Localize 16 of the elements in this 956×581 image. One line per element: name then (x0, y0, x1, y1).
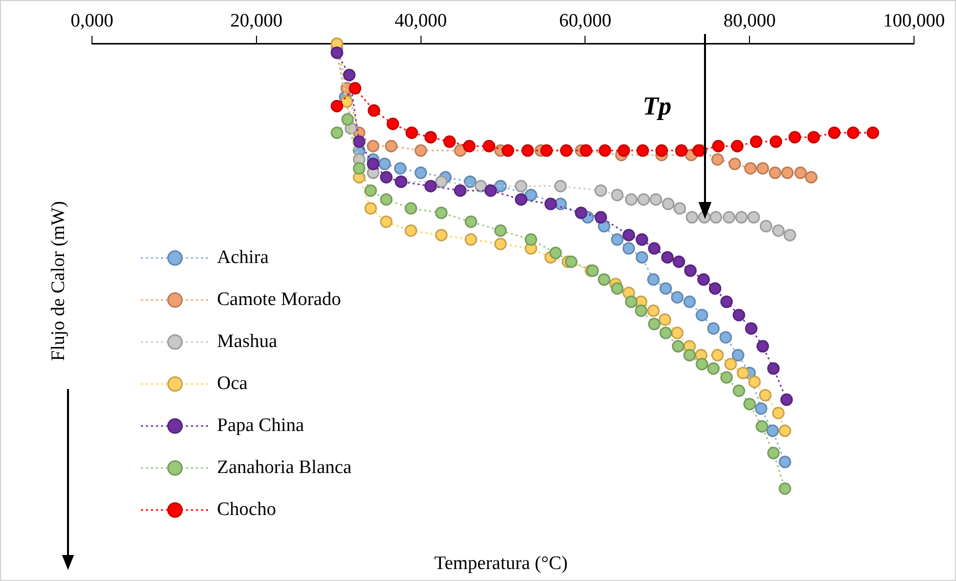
x-tick-label: 20,000 (230, 10, 283, 32)
x-axis-title: Temperatura (°C) (434, 553, 568, 575)
legend-label: Mashua (217, 331, 278, 353)
legend-label: Camote Morado (217, 289, 342, 311)
legend-label: Papa China (217, 415, 304, 437)
annotation: Tp (642, 92, 672, 121)
x-tick-label: 40,000 (394, 10, 447, 32)
y-axis-title: Flujo de Calor (mW) (48, 201, 70, 361)
x-tick-label: 60,000 (559, 10, 612, 32)
legend-label: Achira (217, 247, 269, 269)
x-tick-label: 0,000 (70, 10, 114, 32)
legend-label: Chocho (217, 499, 276, 521)
legend-label: Oca (217, 373, 248, 395)
x-tick-label: 100,000 (883, 10, 945, 32)
x-tick-label: 80,000 (723, 10, 776, 32)
legend-label: Zanahoria Blanca (217, 457, 352, 479)
